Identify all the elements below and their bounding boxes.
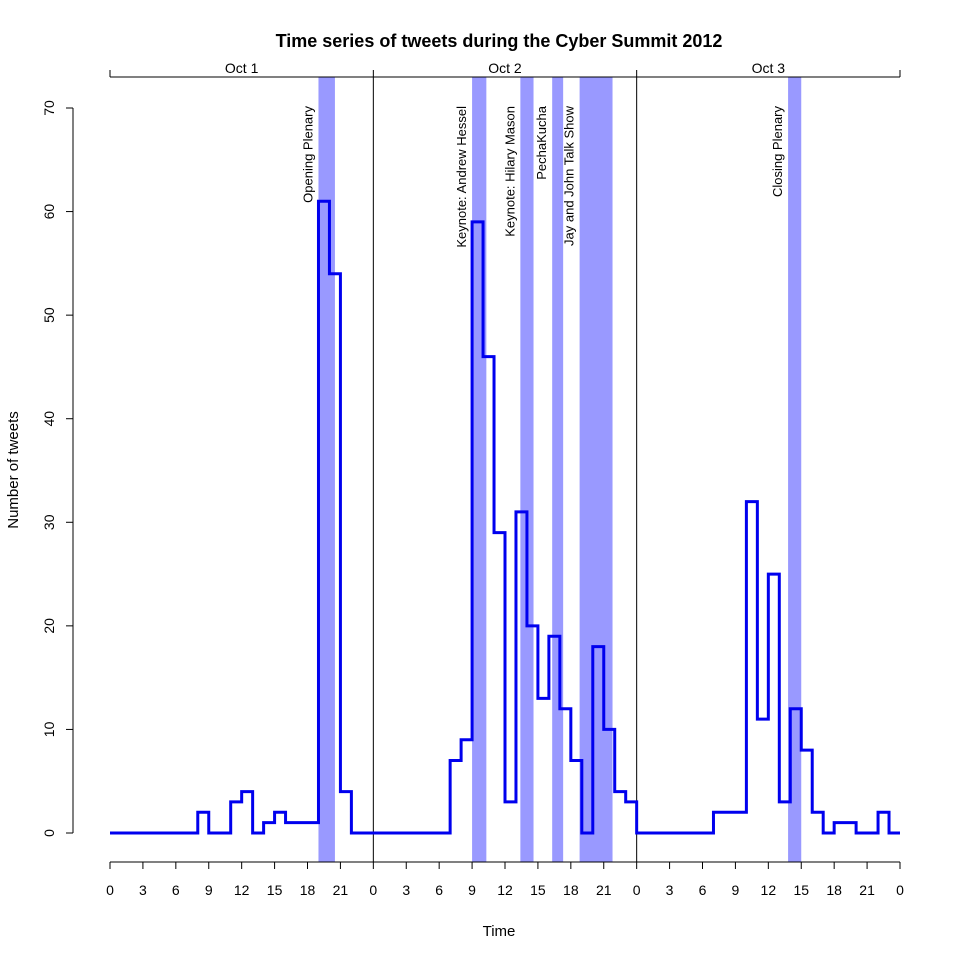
x-tick-label: 18 <box>563 882 579 898</box>
day-separators <box>372 77 638 862</box>
day-axis: Oct 1 Oct 2 Oct 3 <box>109 60 901 78</box>
event-labels: Opening Plenary Keynote: Andrew Hessel Key… <box>300 105 785 247</box>
x-tick-label: 21 <box>333 882 349 898</box>
x-tick-label: 6 <box>435 882 443 898</box>
x-tick-label: 21 <box>859 882 875 898</box>
event-band <box>318 77 335 862</box>
x-tick-label: 3 <box>139 882 147 898</box>
event-band <box>520 77 534 862</box>
event-band <box>552 77 564 862</box>
event-band <box>472 77 487 862</box>
event-band <box>788 77 802 862</box>
y-tick-label: 60 <box>41 204 57 220</box>
day-label: Oct 1 <box>225 60 259 76</box>
x-tick-label: 15 <box>793 882 809 898</box>
event-label: PechaKucha <box>534 105 549 179</box>
x-tick-label: 0 <box>633 882 641 898</box>
y-axis-title: Number of tweets <box>5 411 22 529</box>
event-band <box>579 77 613 862</box>
y-tick-label: 20 <box>41 618 57 634</box>
y-tick-label: 70 <box>41 100 57 116</box>
event-label: Closing Plenary <box>770 106 785 198</box>
x-tick-label: 3 <box>666 882 674 898</box>
x-tick-label: 12 <box>761 882 777 898</box>
x-tick-label: 18 <box>300 882 316 898</box>
x-tick-label: 18 <box>826 882 842 898</box>
event-label: Keynote: Andrew Hessel <box>454 106 469 248</box>
x-tick-label: 15 <box>530 882 546 898</box>
day-label: Oct 3 <box>752 60 786 76</box>
x-tick-label: 0 <box>106 882 114 898</box>
x-tick-label: 9 <box>205 882 213 898</box>
axes: 0 3 6 9 12 15 18 21 0 3 6 9 12 15 18 21 0 3 6 9 12 15 18 21 0 0 10… <box>41 100 904 898</box>
event-label: Opening Plenary <box>300 106 315 203</box>
x-tick-label: 0 <box>369 882 377 898</box>
x-tick-label: 21 <box>596 882 612 898</box>
y-tick-label: 30 <box>41 514 57 530</box>
x-tick-label: 12 <box>234 882 250 898</box>
tweet-count-series-line <box>110 199 900 835</box>
y-tick-label: 40 <box>41 411 57 427</box>
y-tick-label: 50 <box>41 307 57 323</box>
x-tick-label: 9 <box>732 882 740 898</box>
chart-title: Time series of tweets during the Cyber S… <box>276 31 723 51</box>
x-tick-label: 12 <box>497 882 513 898</box>
x-tick-label: 9 <box>468 882 476 898</box>
y-tick-label: 10 <box>41 721 57 737</box>
x-tick-label: 6 <box>172 882 180 898</box>
day-label: Oct 2 <box>488 60 522 76</box>
event-label: Jay and John Talk Show <box>562 105 577 246</box>
event-label: Keynote: Hilary Mason <box>502 106 517 237</box>
x-tick-label: 3 <box>402 882 410 898</box>
series-layer <box>110 199 900 835</box>
x-tick-label: 6 <box>699 882 707 898</box>
x-axis-title: Time <box>483 923 516 940</box>
x-tick-label: 15 <box>267 882 283 898</box>
event-bands <box>318 77 802 862</box>
x-tick-label: 0 <box>896 882 904 898</box>
y-tick-label: 0 <box>41 829 57 837</box>
